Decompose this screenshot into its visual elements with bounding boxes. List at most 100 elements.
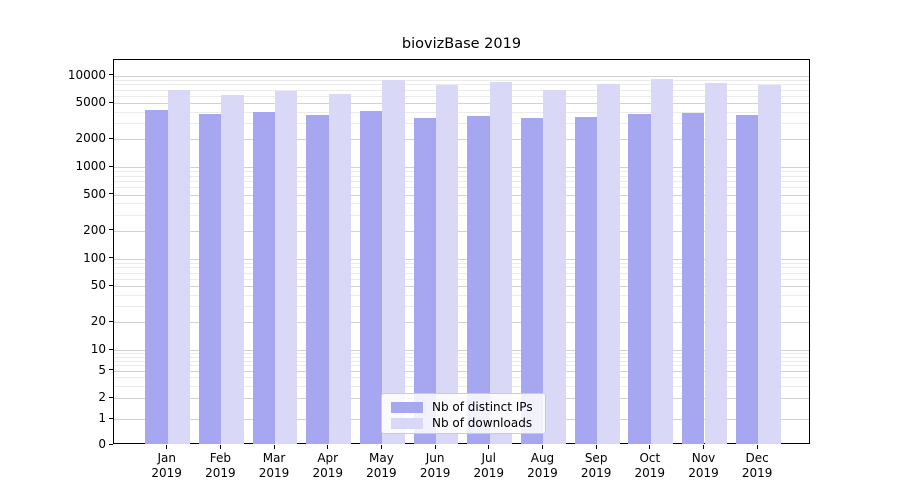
x-tick-label: Apr 2019 [298, 451, 358, 481]
bar-distinct-ips [682, 112, 705, 444]
x-tick-label: Jan 2019 [137, 451, 197, 481]
bar-downloads [758, 85, 781, 444]
x-tick-label: Jul 2019 [459, 451, 519, 481]
x-tick-mark [756, 445, 758, 449]
bar-downloads [489, 81, 513, 444]
bar-distinct-ips [735, 115, 759, 444]
x-tick-month: Nov [691, 451, 716, 465]
x-tick-year: 2019 [366, 466, 397, 480]
bar-downloads [650, 79, 674, 444]
x-tick-mark [219, 445, 221, 449]
y-tick-label: 10000 [67, 67, 106, 82]
y-tick-mark [109, 348, 113, 350]
gridline-minor [114, 262, 809, 264]
y-tick-label: 2000 [75, 131, 106, 146]
x-tick-mark [488, 445, 490, 449]
bar-distinct-ips [413, 118, 437, 444]
y-tick-label: 1 [98, 411, 106, 425]
bar-downloads [167, 89, 191, 444]
bar-downloads [275, 90, 298, 444]
bar-downloads [328, 94, 352, 444]
bar-distinct-ips [360, 110, 383, 444]
y-tick-label: 5000 [75, 95, 106, 110]
y-tick-label: 5 [98, 362, 106, 377]
x-tick-label: Aug 2019 [512, 451, 572, 481]
gridline-major [114, 103, 809, 105]
x-tick-year: 2019 [688, 466, 719, 480]
gridline-major [114, 167, 809, 168]
gridline-minor [114, 267, 809, 269]
bar-distinct-ips [467, 116, 490, 444]
y-tick-mark [109, 257, 113, 258]
x-tick-label: Sep 2019 [566, 451, 626, 481]
chart-title: biovizBase 2019 [401, 36, 522, 52]
gridline-minor [114, 377, 809, 379]
bar-downloads [597, 83, 620, 444]
bar-downloads [436, 84, 459, 444]
x-tick-month: Sep [584, 451, 608, 465]
gridline-minor [114, 175, 809, 177]
gridline-minor [114, 294, 809, 296]
x-tick-year: 2019 [580, 466, 612, 480]
x-tick-mark [434, 445, 436, 449]
gridline-major [114, 322, 809, 324]
legend-label: Nb of distinct IPs [432, 400, 533, 414]
x-tick-month: Oct [639, 451, 661, 465]
x-tick-month: Aug [530, 451, 555, 465]
y-tick-mark [109, 417, 113, 419]
legend: Nb of distinct IPs Nb of downloads [381, 393, 546, 434]
gridline-major [114, 230, 809, 232]
plot-area: Nb of distinct IPs Nb of downloads [113, 59, 810, 444]
gridline-minor [114, 181, 809, 183]
gridline-major [114, 139, 809, 141]
y-tick-label: 1000 [75, 159, 106, 173]
y-tick-mark [109, 369, 113, 371]
x-tick-label: May 2019 [351, 451, 411, 481]
gridline-major [114, 370, 809, 372]
x-tick-label: Nov 2019 [674, 451, 734, 481]
x-tick-mark [649, 445, 651, 449]
gridline-minor [114, 123, 809, 125]
gridline-minor [114, 111, 809, 113]
gridline-major [114, 258, 809, 260]
y-tick-label: 100 [83, 250, 106, 265]
gridline-minor [114, 187, 809, 189]
x-tick-year: 2019 [419, 466, 451, 480]
x-tick-year: 2019 [258, 466, 290, 480]
gridline-major [114, 350, 809, 351]
bar-distinct-ips [252, 111, 276, 444]
x-tick-month: Feb [209, 451, 231, 465]
x-tick-month: Jul [481, 451, 496, 465]
gridline-major [114, 194, 809, 196]
bar-distinct-ips [521, 118, 544, 444]
x-tick-month: Apr [317, 451, 339, 465]
y-tick-label: 500 [83, 186, 106, 201]
legend-row: Nb of distinct IPs [391, 400, 536, 415]
bar-distinct-ips [198, 113, 222, 444]
x-tick-label: Feb 2019 [190, 451, 250, 481]
x-tick-year: 2019 [473, 466, 505, 480]
y-tick-mark [109, 396, 113, 398]
x-tick-label: Mar 2019 [244, 451, 304, 481]
gridline-minor [114, 365, 809, 367]
gridline-minor [114, 272, 809, 274]
x-tick-month: Mar [262, 451, 286, 465]
x-tick-year: 2019 [741, 466, 773, 480]
gridline-major [114, 286, 809, 288]
gridline-minor [114, 306, 809, 308]
x-tick-year: 2019 [312, 466, 343, 480]
gridline-major [114, 75, 809, 77]
legend-swatch [391, 402, 423, 413]
bar-downloads [704, 82, 727, 444]
x-tick-year: 2019 [151, 466, 182, 480]
bar-downloads [543, 90, 566, 444]
x-tick-month: Jan [157, 451, 176, 465]
x-tick-year: 2019 [527, 466, 558, 480]
gridline-minor [114, 84, 809, 86]
y-tick-label: 200 [83, 222, 106, 237]
y-tick-mark [109, 165, 113, 167]
x-tick-mark [595, 445, 597, 449]
y-tick-label: 50 [90, 278, 106, 293]
y-tick-mark [109, 443, 113, 445]
x-tick-month: Jun [425, 451, 445, 465]
